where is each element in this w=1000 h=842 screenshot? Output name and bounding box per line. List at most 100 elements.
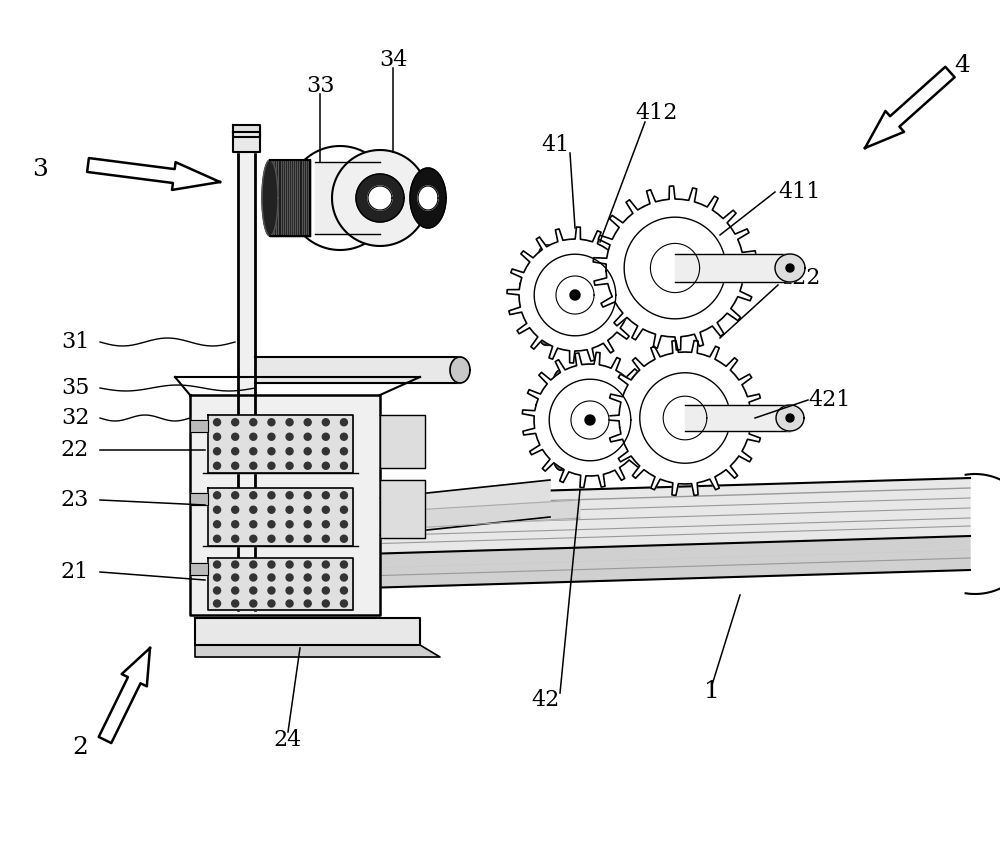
Polygon shape (571, 401, 609, 439)
Circle shape (286, 574, 293, 581)
Polygon shape (262, 160, 278, 236)
Polygon shape (356, 174, 404, 222)
Circle shape (304, 587, 311, 594)
Polygon shape (663, 396, 707, 440)
Text: 41: 41 (541, 134, 569, 156)
Polygon shape (332, 150, 428, 246)
Circle shape (322, 506, 329, 514)
Text: 421: 421 (809, 389, 851, 411)
Text: 33: 33 (306, 75, 334, 97)
Polygon shape (647, 213, 675, 323)
Circle shape (340, 434, 347, 440)
Polygon shape (533, 245, 557, 345)
Circle shape (268, 492, 275, 498)
Polygon shape (675, 254, 790, 282)
Circle shape (286, 462, 293, 469)
Text: 412: 412 (636, 102, 678, 124)
Circle shape (250, 434, 257, 440)
Circle shape (304, 492, 311, 498)
Circle shape (268, 506, 275, 514)
Circle shape (214, 587, 221, 594)
Polygon shape (640, 373, 730, 463)
Circle shape (214, 506, 221, 514)
Polygon shape (230, 478, 970, 558)
Circle shape (250, 418, 257, 426)
Circle shape (304, 448, 311, 455)
Circle shape (268, 561, 275, 568)
Circle shape (286, 492, 293, 498)
Circle shape (268, 462, 275, 469)
Circle shape (304, 434, 311, 440)
Circle shape (250, 561, 257, 568)
Circle shape (304, 462, 311, 469)
Circle shape (286, 418, 293, 426)
Polygon shape (593, 186, 757, 350)
Polygon shape (450, 357, 470, 383)
Circle shape (250, 506, 257, 514)
Circle shape (322, 434, 329, 440)
Text: 22: 22 (61, 439, 89, 461)
Polygon shape (195, 618, 420, 645)
Circle shape (214, 561, 221, 568)
Text: 411: 411 (779, 181, 821, 203)
Circle shape (232, 600, 239, 607)
Polygon shape (624, 217, 726, 319)
Circle shape (322, 587, 329, 594)
Polygon shape (775, 254, 805, 282)
Circle shape (214, 492, 221, 498)
Polygon shape (607, 340, 763, 495)
Circle shape (304, 520, 311, 528)
Circle shape (340, 536, 347, 542)
Circle shape (250, 587, 257, 594)
Circle shape (304, 536, 311, 542)
Polygon shape (233, 125, 260, 137)
Circle shape (268, 587, 275, 594)
Polygon shape (288, 146, 392, 250)
Text: 21: 21 (61, 561, 89, 583)
Circle shape (250, 462, 257, 469)
Circle shape (340, 587, 347, 594)
Circle shape (322, 520, 329, 528)
Polygon shape (418, 186, 438, 210)
Circle shape (268, 600, 275, 607)
Circle shape (268, 448, 275, 455)
Circle shape (322, 448, 329, 455)
Polygon shape (190, 493, 208, 505)
Circle shape (214, 536, 221, 542)
Circle shape (232, 462, 239, 469)
Circle shape (286, 600, 293, 607)
Polygon shape (650, 243, 700, 293)
Circle shape (232, 506, 239, 514)
Polygon shape (208, 415, 353, 473)
Polygon shape (380, 480, 425, 538)
Circle shape (340, 574, 347, 581)
Polygon shape (208, 488, 353, 546)
Circle shape (232, 448, 239, 455)
Circle shape (340, 492, 347, 498)
Polygon shape (190, 420, 208, 432)
Text: 23: 23 (61, 489, 89, 511)
Circle shape (232, 574, 239, 581)
Polygon shape (255, 357, 460, 383)
Circle shape (214, 520, 221, 528)
Polygon shape (549, 379, 631, 461)
Polygon shape (410, 168, 446, 228)
Circle shape (286, 448, 293, 455)
Polygon shape (685, 405, 790, 431)
Circle shape (268, 434, 275, 440)
Circle shape (232, 492, 239, 498)
Circle shape (322, 574, 329, 581)
Circle shape (250, 492, 257, 498)
Circle shape (340, 418, 347, 426)
Polygon shape (786, 264, 794, 272)
Polygon shape (660, 360, 685, 477)
Circle shape (286, 434, 293, 440)
Circle shape (214, 434, 221, 440)
Circle shape (322, 561, 329, 568)
Text: 42: 42 (531, 689, 559, 711)
Circle shape (340, 448, 347, 455)
Circle shape (322, 462, 329, 469)
Polygon shape (786, 414, 794, 422)
Circle shape (340, 520, 347, 528)
Polygon shape (556, 276, 594, 314)
